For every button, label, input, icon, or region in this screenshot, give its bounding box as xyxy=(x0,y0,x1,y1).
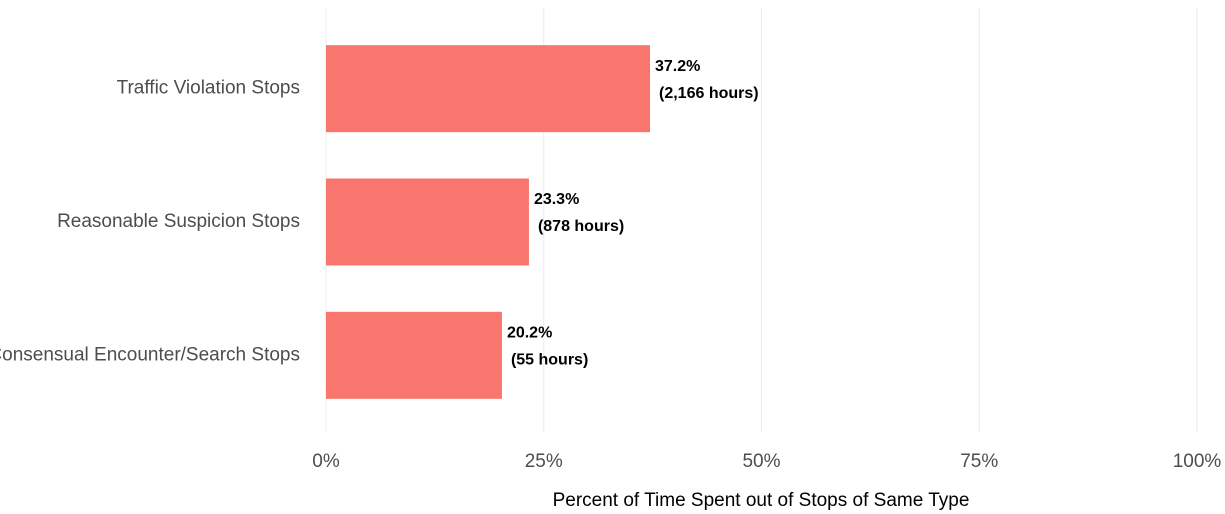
bar xyxy=(326,311,502,399)
value-label: (55 hours) xyxy=(511,352,588,369)
x-axis-title: Percent of Time Spent out of Stops of Sa… xyxy=(553,490,970,511)
x-tick-label: 0% xyxy=(312,451,340,472)
bar xyxy=(326,178,529,266)
value-label: (2,166 hours) xyxy=(659,85,759,102)
value-label: 23.3% xyxy=(534,191,579,208)
value-label: 20.2% xyxy=(507,325,552,342)
value-label: (878 hours) xyxy=(538,218,624,235)
bar xyxy=(326,45,651,133)
y-tick-label: Consensual Encounter/Search Stops xyxy=(0,344,300,365)
x-tick-label: 75% xyxy=(960,451,998,472)
x-tick-label: 25% xyxy=(525,451,563,472)
x-tick-label: 100% xyxy=(1173,451,1222,472)
value-label: 37.2% xyxy=(655,58,700,75)
y-tick-label: Reasonable Suspicion Stops xyxy=(57,211,300,232)
x-tick-label: 50% xyxy=(742,451,780,472)
y-tick-label: Traffic Violation Stops xyxy=(117,78,300,99)
